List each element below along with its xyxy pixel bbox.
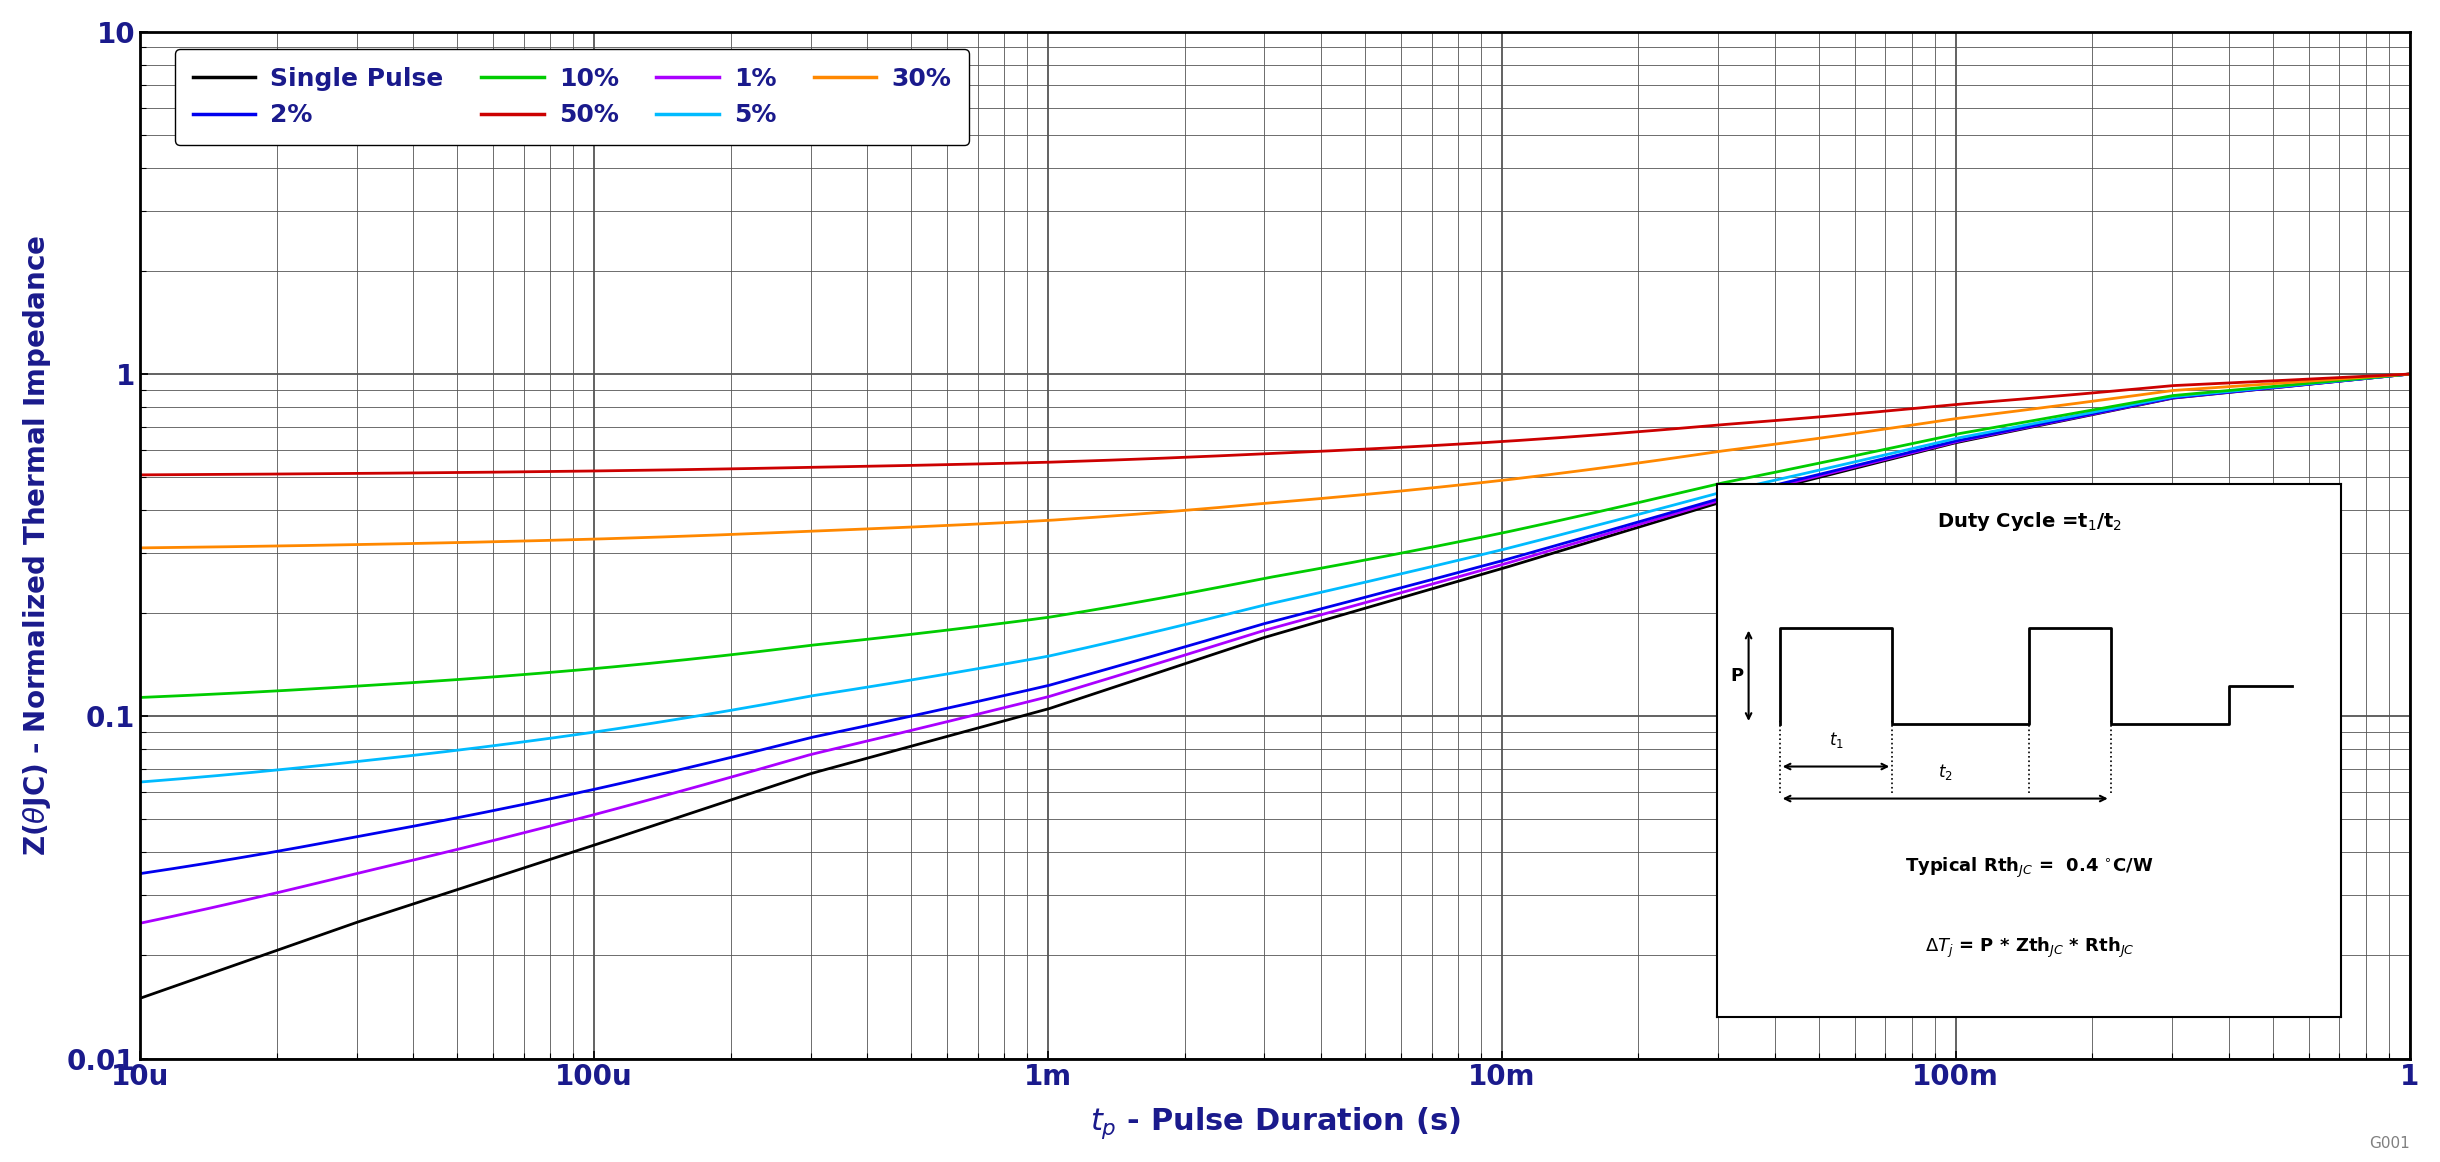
Y-axis label: Z($\theta$JC) - Normalized Thermal Impedance: Z($\theta$JC) - Normalized Thermal Imped… — [22, 235, 54, 856]
Legend: Single Pulse, 2%, 10%, 50%, 1%, 5%, 30%: Single Pulse, 2%, 10%, 50%, 1%, 5%, 30% — [176, 50, 969, 145]
Text: G001: G001 — [2369, 1135, 2411, 1150]
X-axis label: $t_p$ - Pulse Duration (s): $t_p$ - Pulse Duration (s) — [1091, 1105, 1459, 1141]
